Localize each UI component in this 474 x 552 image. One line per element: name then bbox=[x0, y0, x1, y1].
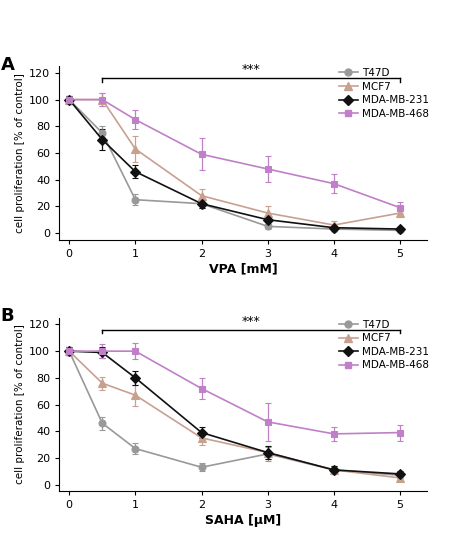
Text: ***: *** bbox=[242, 63, 261, 76]
X-axis label: VPA [mM]: VPA [mM] bbox=[209, 263, 277, 276]
Legend: T47D, MCF7, MDA-MB-231, MDA-MB-468: T47D, MCF7, MDA-MB-231, MDA-MB-468 bbox=[339, 320, 429, 370]
Y-axis label: cell proliferation [% of control]: cell proliferation [% of control] bbox=[15, 73, 25, 233]
Text: B: B bbox=[0, 307, 14, 325]
Y-axis label: cell proliferation [% of control]: cell proliferation [% of control] bbox=[15, 325, 25, 485]
Legend: T47D, MCF7, MDA-MB-231, MDA-MB-468: T47D, MCF7, MDA-MB-231, MDA-MB-468 bbox=[339, 68, 429, 119]
Text: ***: *** bbox=[242, 315, 261, 328]
X-axis label: SAHA [μM]: SAHA [μM] bbox=[205, 514, 281, 528]
Text: A: A bbox=[0, 56, 14, 74]
